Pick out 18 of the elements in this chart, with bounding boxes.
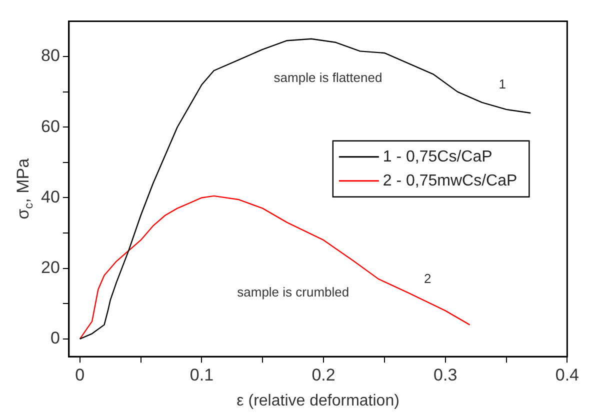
legend-label: 1 - 0,75Cs/CaP xyxy=(382,148,492,166)
y-tick-label: 20 xyxy=(40,258,60,278)
x-tick-label: 0.2 xyxy=(312,365,336,384)
x-tick-label: 0 xyxy=(75,365,85,384)
annotation: 1 xyxy=(498,76,506,92)
legend-label: 2 - 0,75mwCs/CaP xyxy=(382,172,518,190)
y-axis-title: σc, MPa xyxy=(14,158,36,220)
x-axis-title: ε (relative deformation) xyxy=(236,392,400,410)
annotation: sample is flattened xyxy=(274,70,382,85)
x-tick-label: 0.4 xyxy=(555,365,580,384)
y-tick-label: 60 xyxy=(40,116,60,136)
x-tick-label: 0.1 xyxy=(190,365,214,384)
y-tick-label: 80 xyxy=(40,46,60,66)
annotation: 2 xyxy=(424,271,432,286)
y-tick-label: 40 xyxy=(40,187,60,206)
y-tick-label: 0 xyxy=(50,328,60,348)
x-tick-label: 0.3 xyxy=(434,365,458,384)
annotation: sample is crumbled xyxy=(237,284,350,300)
